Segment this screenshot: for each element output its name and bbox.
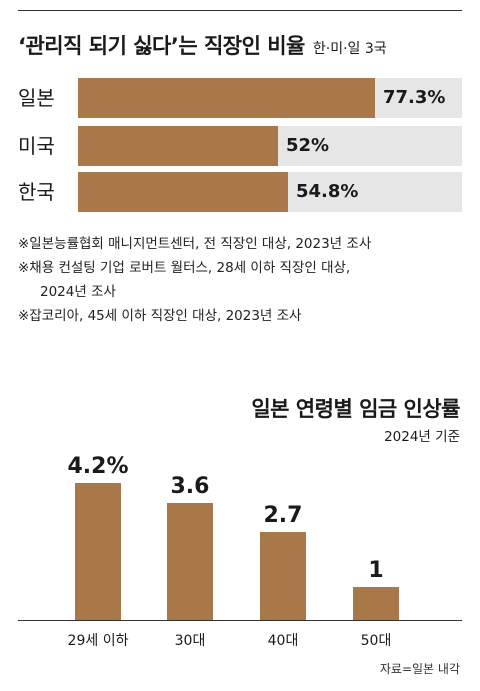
notes: ※일본능률협회 매니지먼트센터, 전 직장인 대상, 2023년 조사 ※채용 …	[18, 232, 468, 328]
hbar-track: 52%	[78, 126, 462, 166]
top-rule	[18, 10, 462, 11]
vbar-value-label: 1	[368, 558, 383, 583]
hbar-value-label: 52%	[286, 135, 330, 156]
vbar-category-label: 29세 이하	[68, 633, 129, 649]
note-2-continued: 2024년 조사	[40, 284, 116, 300]
note-2: ※채용 컨설팅 기업 로버트 월터스, 28세 이하 직장인 대상,	[18, 260, 351, 276]
chart2-subtitle: 2024년 기준	[384, 429, 460, 445]
vbar-category-label: 50대	[361, 633, 392, 649]
vbar-value-label: 3.6	[171, 474, 210, 499]
hbar-row: 한국 54.8%	[18, 172, 462, 212]
vbar-bar	[75, 483, 121, 620]
vbar-bar	[167, 503, 213, 620]
hbar-row: 일본 77.3%	[18, 78, 462, 118]
vbar-category-label: 30대	[175, 633, 206, 649]
note-1: ※일본능률협회 매니지먼트센터, 전 직장인 대상, 2023년 조사	[18, 236, 372, 252]
vbar-value-label: 2.7	[264, 503, 303, 528]
hbar-value-label: 54.8%	[296, 181, 359, 202]
vbar-category-label: 40대	[268, 633, 299, 649]
chart1-title-block: ‘관리직 되기 싫다’는 직장인 비율 한·미·일 3국	[18, 30, 387, 60]
hbar-track: 77.3%	[78, 78, 462, 118]
hbar-bar	[78, 126, 278, 166]
note-3: ※잡코리아, 45세 이하 직장인 대상, 2023년 조사	[18, 308, 302, 324]
hbar-row: 미국 52%	[18, 126, 462, 166]
hbar-track: 54.8%	[78, 172, 462, 212]
hbar-bar	[78, 78, 375, 118]
hbar-category-label: 한국	[18, 180, 55, 204]
hbar-value-label: 77.3%	[383, 87, 446, 108]
hbar-category-label: 일본	[18, 86, 55, 110]
vbar-bar	[260, 532, 306, 620]
vbar-chart: 4.2% 29세 이하 3.6 30대 2.7 40대 1 50대	[18, 454, 462, 649]
vbar-bar	[353, 587, 399, 620]
hbar-bar	[78, 172, 288, 212]
chart2-title: 일본 연령별 임금 인상률	[251, 397, 460, 421]
hbar-category-label: 미국	[18, 134, 55, 158]
source-note: 자료=일본 내각	[379, 662, 460, 676]
vbar-value-label: 4.2%	[67, 454, 128, 479]
chart1-subtitle: 한·미·일 3국	[312, 41, 387, 57]
chart1-title: ‘관리직 되기 싫다’는 직장인 비율	[18, 34, 305, 58]
